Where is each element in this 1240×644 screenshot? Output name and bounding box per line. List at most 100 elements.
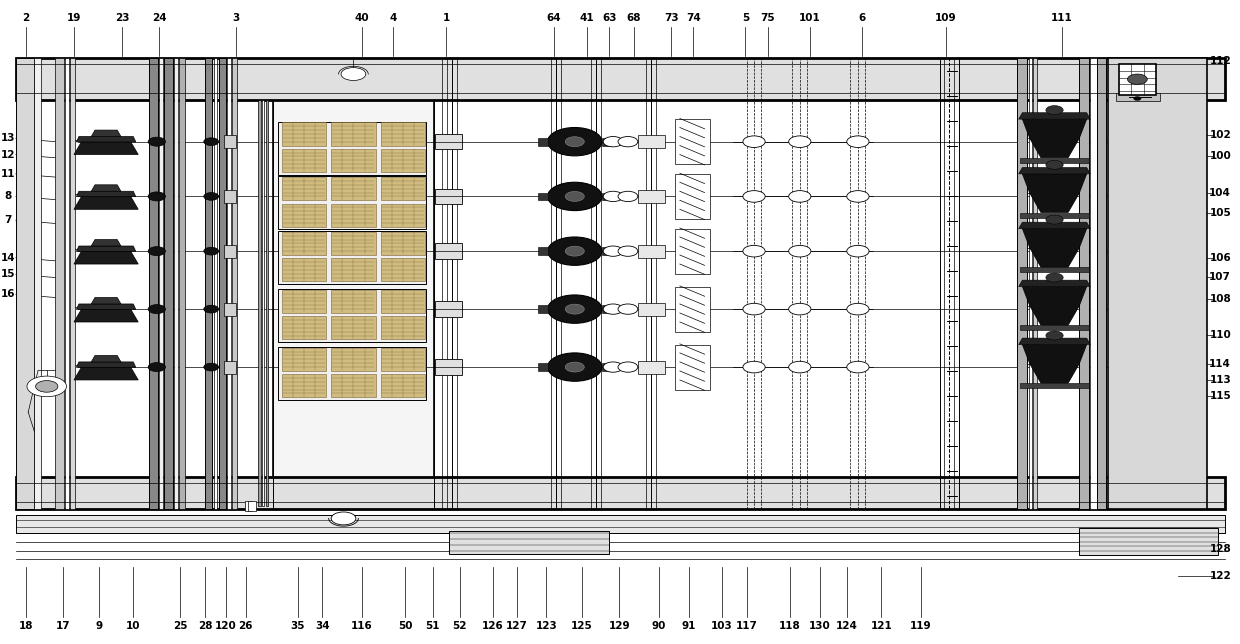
Bar xyxy=(278,289,427,342)
Circle shape xyxy=(548,295,601,323)
Bar xyxy=(331,232,376,255)
Text: 35: 35 xyxy=(290,621,305,631)
Text: 104: 104 xyxy=(1209,188,1231,198)
Bar xyxy=(1019,383,1089,388)
Bar xyxy=(273,100,434,507)
Polygon shape xyxy=(1019,280,1090,287)
Bar xyxy=(1019,267,1089,272)
Text: 123: 123 xyxy=(536,621,557,631)
Bar xyxy=(159,58,162,509)
Text: 111: 111 xyxy=(1052,13,1073,23)
Text: 116: 116 xyxy=(351,621,373,631)
Circle shape xyxy=(603,137,622,147)
Text: 75: 75 xyxy=(760,13,775,23)
Bar xyxy=(1079,528,1218,555)
Circle shape xyxy=(789,303,811,315)
Polygon shape xyxy=(77,191,135,196)
Bar xyxy=(381,374,425,397)
Text: 103: 103 xyxy=(711,621,733,631)
Bar xyxy=(637,190,665,203)
Circle shape xyxy=(148,247,165,256)
Polygon shape xyxy=(1019,338,1090,345)
Circle shape xyxy=(148,137,165,146)
Bar xyxy=(1028,58,1032,509)
Text: 2: 2 xyxy=(22,13,30,23)
Text: 16: 16 xyxy=(1,289,16,299)
Polygon shape xyxy=(1019,167,1090,174)
Bar xyxy=(1116,93,1159,101)
Polygon shape xyxy=(92,298,122,304)
Circle shape xyxy=(36,381,58,392)
Bar xyxy=(331,290,376,313)
Bar xyxy=(281,177,326,200)
Bar xyxy=(71,58,76,509)
Circle shape xyxy=(847,136,869,147)
Text: 102: 102 xyxy=(1209,130,1231,140)
Bar xyxy=(435,301,463,317)
Circle shape xyxy=(203,305,218,313)
Bar xyxy=(637,245,665,258)
Bar xyxy=(16,515,1225,533)
Bar xyxy=(213,58,217,509)
Polygon shape xyxy=(92,130,122,137)
Circle shape xyxy=(789,136,811,147)
Text: 100: 100 xyxy=(1209,151,1231,161)
Text: 25: 25 xyxy=(174,621,187,631)
Text: 112: 112 xyxy=(1209,56,1231,66)
Bar xyxy=(435,359,463,375)
Text: 120: 120 xyxy=(216,621,237,631)
Bar xyxy=(1019,325,1089,330)
Circle shape xyxy=(618,191,637,202)
Bar xyxy=(174,58,177,509)
Polygon shape xyxy=(77,246,135,251)
Polygon shape xyxy=(1019,113,1090,119)
Text: 9: 9 xyxy=(95,621,102,631)
Polygon shape xyxy=(74,367,138,380)
Circle shape xyxy=(565,304,584,314)
Text: 107: 107 xyxy=(1209,272,1231,282)
Text: 113: 113 xyxy=(1209,375,1231,385)
Polygon shape xyxy=(92,240,122,246)
Bar xyxy=(281,149,326,172)
Bar xyxy=(244,501,252,511)
Circle shape xyxy=(618,362,637,372)
Bar xyxy=(232,58,237,509)
Bar xyxy=(637,303,665,316)
Text: 8: 8 xyxy=(5,191,12,202)
Text: 125: 125 xyxy=(572,621,593,631)
Bar xyxy=(601,193,611,200)
Circle shape xyxy=(565,246,584,256)
Text: 12: 12 xyxy=(1,149,16,160)
Bar xyxy=(1019,158,1089,163)
Bar xyxy=(449,531,609,554)
Text: 11: 11 xyxy=(1,169,16,179)
Text: 18: 18 xyxy=(19,621,33,631)
Bar xyxy=(1079,58,1089,509)
Text: 90: 90 xyxy=(652,621,666,631)
Bar xyxy=(381,177,425,200)
Circle shape xyxy=(1045,106,1063,115)
Circle shape xyxy=(548,353,601,381)
Circle shape xyxy=(1133,97,1141,100)
Text: 50: 50 xyxy=(398,621,413,631)
Polygon shape xyxy=(77,304,135,309)
Circle shape xyxy=(618,304,637,314)
Bar xyxy=(331,374,376,397)
Text: 115: 115 xyxy=(1209,391,1231,401)
Text: 7: 7 xyxy=(5,215,12,225)
Bar xyxy=(262,100,264,506)
Bar xyxy=(435,189,463,204)
Text: 40: 40 xyxy=(355,13,370,23)
Text: 23: 23 xyxy=(115,13,129,23)
Text: 28: 28 xyxy=(197,621,212,631)
Text: 101: 101 xyxy=(799,13,821,23)
Circle shape xyxy=(1045,160,1063,169)
Text: 19: 19 xyxy=(67,13,81,23)
Circle shape xyxy=(148,363,165,372)
Polygon shape xyxy=(77,137,135,142)
Circle shape xyxy=(603,246,622,256)
Bar xyxy=(675,287,709,332)
Circle shape xyxy=(548,237,601,265)
Bar xyxy=(205,58,212,509)
Text: 119: 119 xyxy=(910,621,931,631)
